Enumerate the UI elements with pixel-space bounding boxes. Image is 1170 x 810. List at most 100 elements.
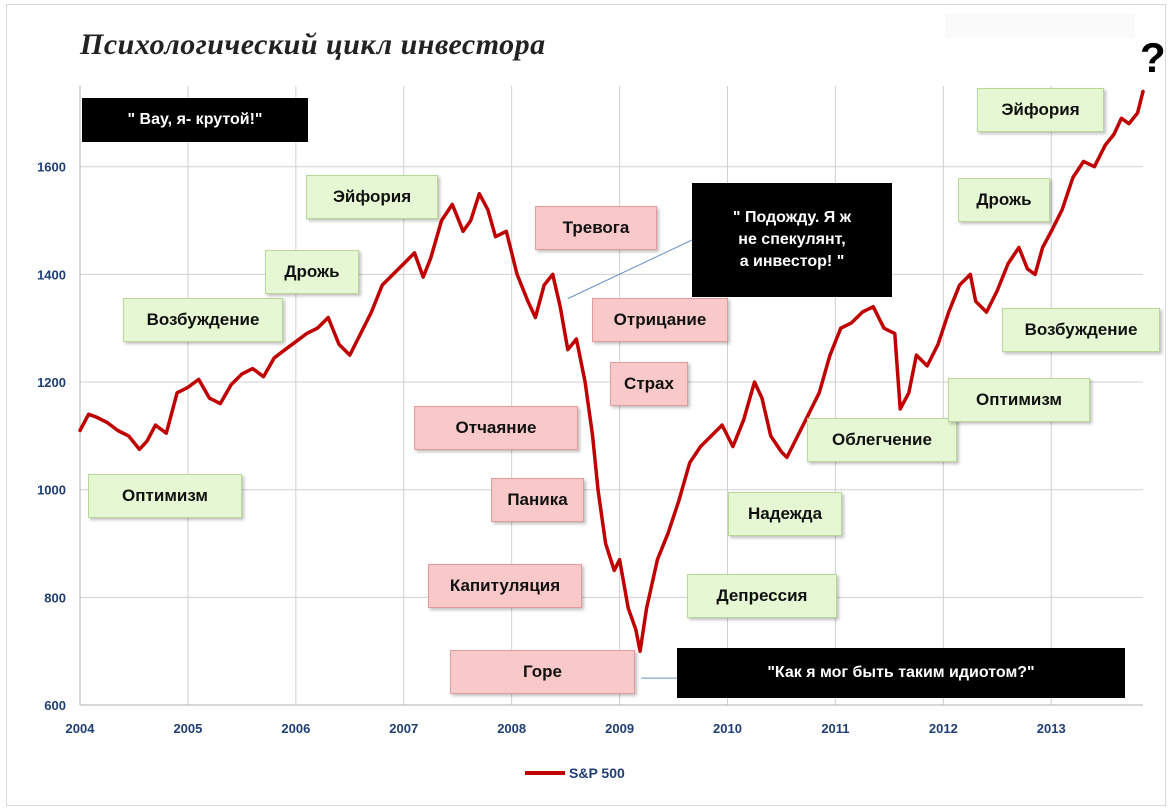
x-tick-label: 2004 (66, 721, 96, 736)
data-point (969, 273, 972, 276)
data-point (251, 367, 254, 370)
data-point (985, 311, 988, 313)
y-tick-label: 600 (44, 698, 66, 713)
legend-label: S&P 500 (569, 765, 625, 781)
data-point (451, 203, 454, 206)
data-point (996, 289, 999, 292)
data-point (187, 386, 189, 389)
x-tick-label: 2009 (605, 721, 634, 736)
legend: S&P 500 (525, 765, 625, 781)
data-point (429, 257, 432, 260)
data-point (1034, 273, 1036, 276)
data-point (327, 316, 330, 319)
data-point (241, 373, 243, 375)
phase-label: Эйфория (977, 88, 1104, 132)
data-point (926, 365, 928, 367)
data-point (462, 230, 464, 233)
quote-box: " Подожду. Я ж не спекулянт, а инвестор!… (692, 183, 892, 297)
data-point (422, 276, 425, 278)
data-point (829, 354, 831, 356)
data-point (883, 327, 885, 330)
data-point (146, 440, 148, 443)
data-point (316, 327, 319, 330)
quote-box: " Вау, я- крутой!" (82, 98, 308, 142)
phase-label: Горе (450, 650, 635, 694)
data-point (87, 413, 90, 416)
data-point (413, 252, 416, 254)
data-point (678, 499, 680, 502)
data-point (780, 451, 783, 453)
phase-label: Надежда (728, 492, 842, 536)
data-point (807, 413, 810, 416)
data-point (487, 209, 489, 211)
y-tick-label: 1000 (37, 483, 66, 498)
data-point (516, 273, 518, 276)
y-tick-label: 1600 (37, 160, 66, 175)
chart-title: Психологический цикл инвестора (80, 28, 546, 61)
data-point (613, 569, 615, 572)
data-point (635, 628, 637, 631)
data-point (656, 558, 659, 561)
data-point (494, 235, 497, 238)
data-point (117, 429, 119, 432)
phase-label: Паника (491, 478, 584, 522)
data-point (165, 432, 168, 435)
data-point (1050, 230, 1053, 233)
data-point (639, 650, 641, 652)
data-point (370, 311, 373, 313)
data-point (769, 435, 772, 437)
data-point (937, 343, 939, 346)
data-point (305, 332, 308, 335)
x-tick-label: 2010 (713, 721, 742, 736)
data-point (284, 348, 286, 351)
phase-label: Оптимизм (88, 474, 242, 518)
data-point (95, 416, 97, 418)
data-point (786, 456, 788, 459)
phase-label: Облегчение (807, 418, 957, 462)
data-point (505, 230, 508, 233)
phase-label: Оптимизм (948, 378, 1090, 422)
data-point (974, 300, 977, 303)
data-point (872, 305, 874, 308)
phase-label: Депрессия (687, 574, 837, 618)
phase-label: Отчаяние (414, 406, 578, 450)
y-tick-label: 1400 (37, 267, 66, 282)
x-tick-label: 2011 (821, 721, 849, 736)
phase-label: Страх (610, 362, 688, 406)
data-point (645, 607, 648, 609)
data-point (1093, 165, 1096, 168)
phase-label: Возбуждение (1002, 308, 1160, 352)
data-point (732, 445, 734, 448)
phase-label: Тревога (535, 206, 657, 250)
data-point (753, 381, 756, 383)
data-point (440, 219, 443, 222)
data-point (721, 424, 723, 426)
data-point (591, 435, 594, 437)
data-point (958, 284, 961, 287)
phase-label: Эйфория (306, 175, 438, 219)
data-point (197, 378, 200, 381)
data-point (567, 348, 569, 351)
data-point (295, 340, 297, 343)
data-point (381, 284, 384, 287)
data-point (604, 542, 607, 545)
data-point (1041, 246, 1044, 249)
data-point (818, 392, 820, 394)
data-point (176, 392, 178, 394)
phase-label: Дрожь (265, 250, 359, 294)
phase-label: Возбуждение (123, 298, 283, 342)
y-tick-label: 800 (44, 590, 66, 605)
data-point (79, 429, 81, 432)
data-point (796, 435, 799, 437)
corner-patch (945, 14, 1135, 38)
phase-label: Дрожь (958, 178, 1050, 222)
quote-box: "Как я мог быть таким идиотом?" (677, 648, 1125, 698)
data-point (551, 273, 554, 276)
data-point (575, 338, 578, 340)
data-point (527, 300, 529, 303)
y-tick-label: 1200 (37, 375, 66, 390)
legend-swatch (525, 771, 565, 775)
data-point (1136, 112, 1139, 114)
data-point (597, 488, 599, 491)
data-point (761, 397, 763, 400)
